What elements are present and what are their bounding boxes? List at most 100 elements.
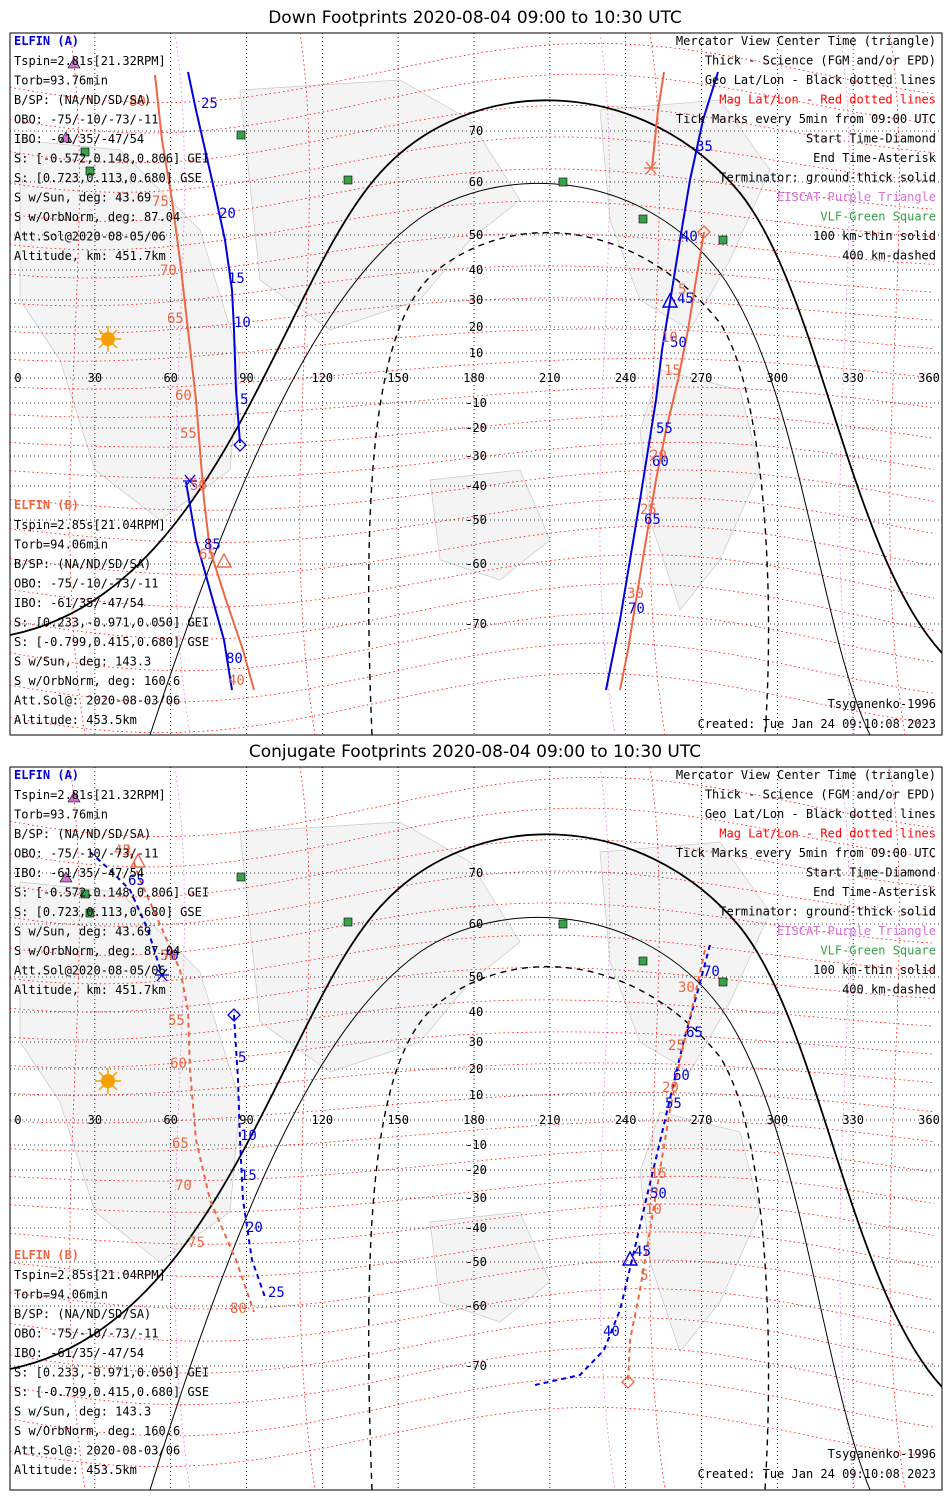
latitude-tick-label: 70: [469, 866, 483, 880]
legend-entry: 400 km-dashed: [842, 249, 936, 263]
elfin-a-info-line: Tspin=2.81s[21.32RPM]: [14, 54, 166, 68]
latitude-tick-label: 20: [469, 320, 483, 334]
elfin-a-tick-label: 10: [240, 1128, 257, 1144]
elfin-a-tick-label: 5: [238, 1050, 246, 1066]
latitude-tick-label: -20: [465, 1163, 487, 1177]
elfin-b-tick-label: 45: [114, 843, 131, 859]
vlf-station-marker: [343, 175, 353, 185]
longitude-tick-label: 60: [163, 1113, 177, 1127]
elfin-a-tick-label: 15: [228, 271, 245, 287]
elfin-b-info-line: S w/OrbNorm, deg: 160.6: [14, 674, 180, 688]
legend-entry: 100 km-thin solid: [813, 963, 936, 977]
vlf-station-marker: [85, 908, 95, 918]
elfin-b-tick-label: 20: [650, 448, 667, 464]
elfin-b-info-line: S: [-0.799,0.415,0.680] GSE: [14, 1385, 209, 1399]
geo-grid: [10, 33, 942, 735]
elfin-a-info-line: Att.Sol@2020-08-05/06: [14, 964, 166, 978]
elfin-a-info: ELFIN (A) Tspin=2.81s[21.32RPM] Torb=93.76…: [14, 34, 209, 263]
vlf-station-marker: [80, 889, 90, 899]
elfin-b-track: [619, 231, 705, 691]
legend-entry: Geo Lat/Lon - Black dotted lines: [705, 807, 936, 821]
longitude-tick-label: 0: [14, 1113, 21, 1127]
elfin-b-info-line: S w/Sun, deg: 143.3: [14, 1405, 151, 1419]
longitude-tick-label: 150: [387, 371, 409, 385]
elfin-a-tick-label: 55: [656, 421, 673, 437]
elfin-b-tick-label: 75: [152, 194, 169, 210]
longitude-tick-label: 210: [539, 1113, 561, 1127]
vlf-stations: [80, 130, 728, 245]
elfin-b-tick-label: 20: [662, 1080, 679, 1096]
elfin-b-info-line: S: [-0.799,0.415,0.680] GSE: [14, 635, 209, 649]
longitude-tick-label: 240: [615, 1113, 637, 1127]
legend: Mercator View Center Time (triangle) Thic…: [676, 768, 937, 997]
longitude-tick-label: 270: [691, 371, 713, 385]
legend-entry: Mercator View Center Time (triangle): [676, 34, 936, 48]
elfin-a-tick-label: 60: [673, 1068, 690, 1084]
end-asterisk-marker: [644, 161, 658, 175]
elfin-b-tick-label: 65: [172, 1136, 189, 1152]
elfin-b-info-line: IBO: -61/35/-47/54: [14, 596, 144, 610]
longitude-tick-label: 360: [918, 371, 940, 385]
elfin-a-tick-label: 40: [681, 229, 698, 245]
vlf-station-marker: [85, 166, 95, 176]
elfin-a-info-line: S: [0.723,0.113,0.680] GSE: [14, 171, 202, 185]
elfin-b-track: [651, 71, 665, 169]
sun-icon: [95, 1068, 121, 1094]
latitude-tick-label: 70: [469, 124, 483, 138]
elfin-b-tick-label: 15: [664, 363, 681, 379]
terminator-curves: [10, 833, 942, 1490]
center-time-triangle: [215, 552, 233, 568]
elfin-a-info-line: OBO: -75/-10/-73/-11: [14, 113, 159, 127]
longitude-tick-label: 150: [387, 1113, 409, 1127]
elfin-a-info-line: B/SP: (NA/ND/SD/SA): [14, 93, 151, 107]
elfin-b-tick-label: 10: [645, 1202, 662, 1218]
latitude-tick-label: -70: [465, 617, 487, 631]
elfin-b-tick-label: 55: [180, 426, 197, 442]
latitude-tick-label: 60: [469, 917, 483, 931]
elfin-a-tick-label: 50: [650, 1186, 667, 1202]
latitude-tick-label: 50: [469, 970, 483, 984]
latitude-tick-label: 60: [469, 175, 483, 189]
elfin-b-tick-label: 50: [190, 478, 207, 494]
elfin-b-info-line: S: [0.233,-0.971,0.050] GEI: [14, 616, 209, 630]
longitude-tick-label: 330: [842, 371, 864, 385]
vlf-station-marker: [236, 872, 246, 882]
vlf-station-marker: [80, 147, 90, 157]
latitude-tick-label: -50: [465, 1255, 487, 1269]
elfin-b-track: [154, 74, 255, 691]
latitude-labels: 70 60 50 40 30 20 10 -10 -20 -30 -40 -50 -60 -70: [465, 124, 487, 631]
latitude-tick-label: 10: [469, 1088, 483, 1102]
elfin-b-title: ELFIN (B): [14, 498, 79, 512]
elfin-a-tick-label: 25: [201, 96, 218, 112]
elfin-b-info-line: B/SP: (NA/ND/SD/SA): [14, 557, 151, 571]
elfin-b-tick-label: 50: [160, 948, 177, 964]
latitude-tick-label: -50: [465, 513, 487, 527]
elfin-a-track: [89, 851, 163, 976]
elfin-b-tick-label: 10: [661, 330, 678, 346]
legend-entry: EISCAT-Purple Triangle: [777, 924, 936, 938]
satellite-tracks: 65 70 5 10 15 20 25 45 50 55 60 65 70 75 80 70 65 60 55 50 4…: [89, 843, 720, 1389]
start-diamond-marker: [227, 1008, 241, 1022]
elfin-a-tick-label: 45: [634, 1244, 651, 1260]
created-label: Created: Tue Jan 24 09:10:08 2023: [698, 1467, 936, 1481]
elfin-b-tick-label: 15: [650, 1166, 667, 1182]
elfin-a-info-line: Altitude, km: 451.7km: [14, 983, 166, 997]
elfin-a-info-line: Att.Sol@2020-08-05/06: [14, 230, 166, 244]
elfin-a-track: [185, 481, 233, 691]
elfin-a-info-line: S: [-0.572,0.148,0.806] GEI: [14, 152, 209, 166]
elfin-a-tick-label: 85: [204, 537, 221, 553]
elfin-a-info-line: Tspin=2.81s[21.32RPM]: [14, 788, 166, 802]
legend-entry: Start Time-Diamond: [806, 132, 936, 146]
eiscat-triangle-icon: [59, 57, 81, 143]
elfin-b-tick-label: 80: [129, 94, 146, 110]
elfin-a-tick-label: 50: [670, 335, 687, 351]
elfin-b-tick-label: 30: [678, 980, 695, 996]
model-label: Tsyganenko-1996: [828, 1447, 936, 1461]
conjugate-footprints-panel: Conjugate Footprints 2020-08-04 09:00 to…: [9, 742, 943, 1491]
vlf-station-marker: [638, 214, 648, 224]
elfin-a-tick-label: 55: [665, 1096, 682, 1112]
elfin-b-tick-label: 70: [160, 263, 177, 279]
elfin-b-info-line: Torb=94.06min: [14, 538, 108, 552]
elfin-b-tick-label: 5: [640, 1268, 648, 1284]
